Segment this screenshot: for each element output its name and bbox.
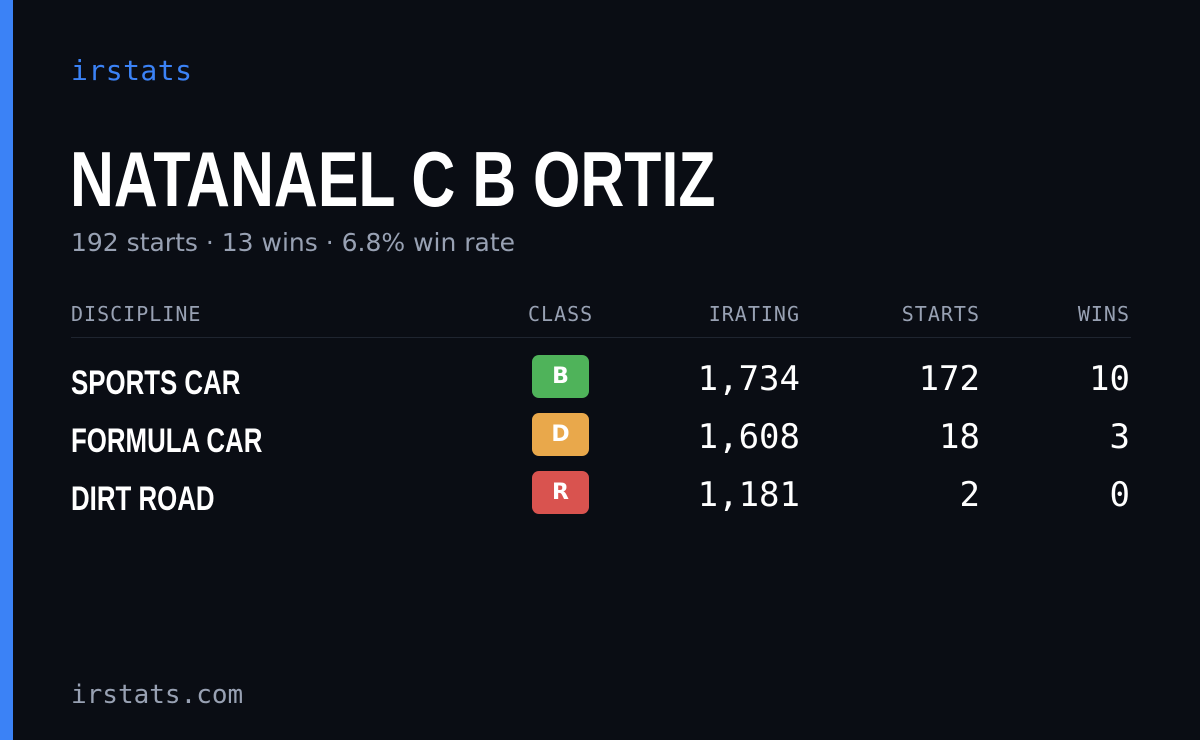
accent-bar	[0, 0, 13, 740]
driver-name: NATANAEL C B ORTIZ	[70, 135, 716, 223]
driver-summary: 192 starts · 13 wins · 6.8% win rate	[71, 228, 516, 257]
discipline-name: DIRT ROAD	[71, 480, 215, 518]
license-class-badge: D	[532, 413, 589, 456]
wins-value: 10	[1089, 359, 1130, 399]
irating-value: 1,181	[697, 475, 800, 515]
wins-value: 3	[1109, 417, 1130, 457]
starts-value: 172	[918, 359, 980, 399]
header-wins: WINS	[1077, 302, 1130, 326]
irating-value: 1,608	[697, 417, 800, 457]
wins-value: 0	[1109, 475, 1130, 515]
table-row: SPORTS CAR B 1,734 172 10	[71, 354, 1131, 412]
license-class-badge: R	[532, 471, 589, 514]
starts-value: 18	[939, 417, 980, 457]
discipline-name: SPORTS CAR	[71, 364, 241, 402]
discipline-name: FORMULA CAR	[71, 422, 263, 460]
table-body: SPORTS CAR B 1,734 172 10 FORMULA CAR D …	[71, 338, 1131, 528]
brand-logo: irstats	[71, 54, 193, 87]
header-discipline: DISCIPLINE	[71, 302, 202, 326]
table-header: DISCIPLINE CLASS IRATING STARTS WINS	[71, 296, 1131, 338]
header-starts: STARTS	[901, 302, 980, 326]
header-irating: IRATING	[708, 302, 800, 326]
starts-value: 2	[959, 475, 980, 515]
table-row: FORMULA CAR D 1,608 18 3	[71, 412, 1131, 470]
table-row: DIRT ROAD R 1,181 2 0	[71, 470, 1131, 528]
header-class: CLASS	[528, 302, 594, 326]
stats-table: DISCIPLINE CLASS IRATING STARTS WINS SPO…	[71, 296, 1131, 528]
irating-value: 1,734	[697, 359, 800, 399]
license-class-badge: B	[532, 355, 589, 398]
footer-url: irstats.com	[71, 680, 244, 710]
